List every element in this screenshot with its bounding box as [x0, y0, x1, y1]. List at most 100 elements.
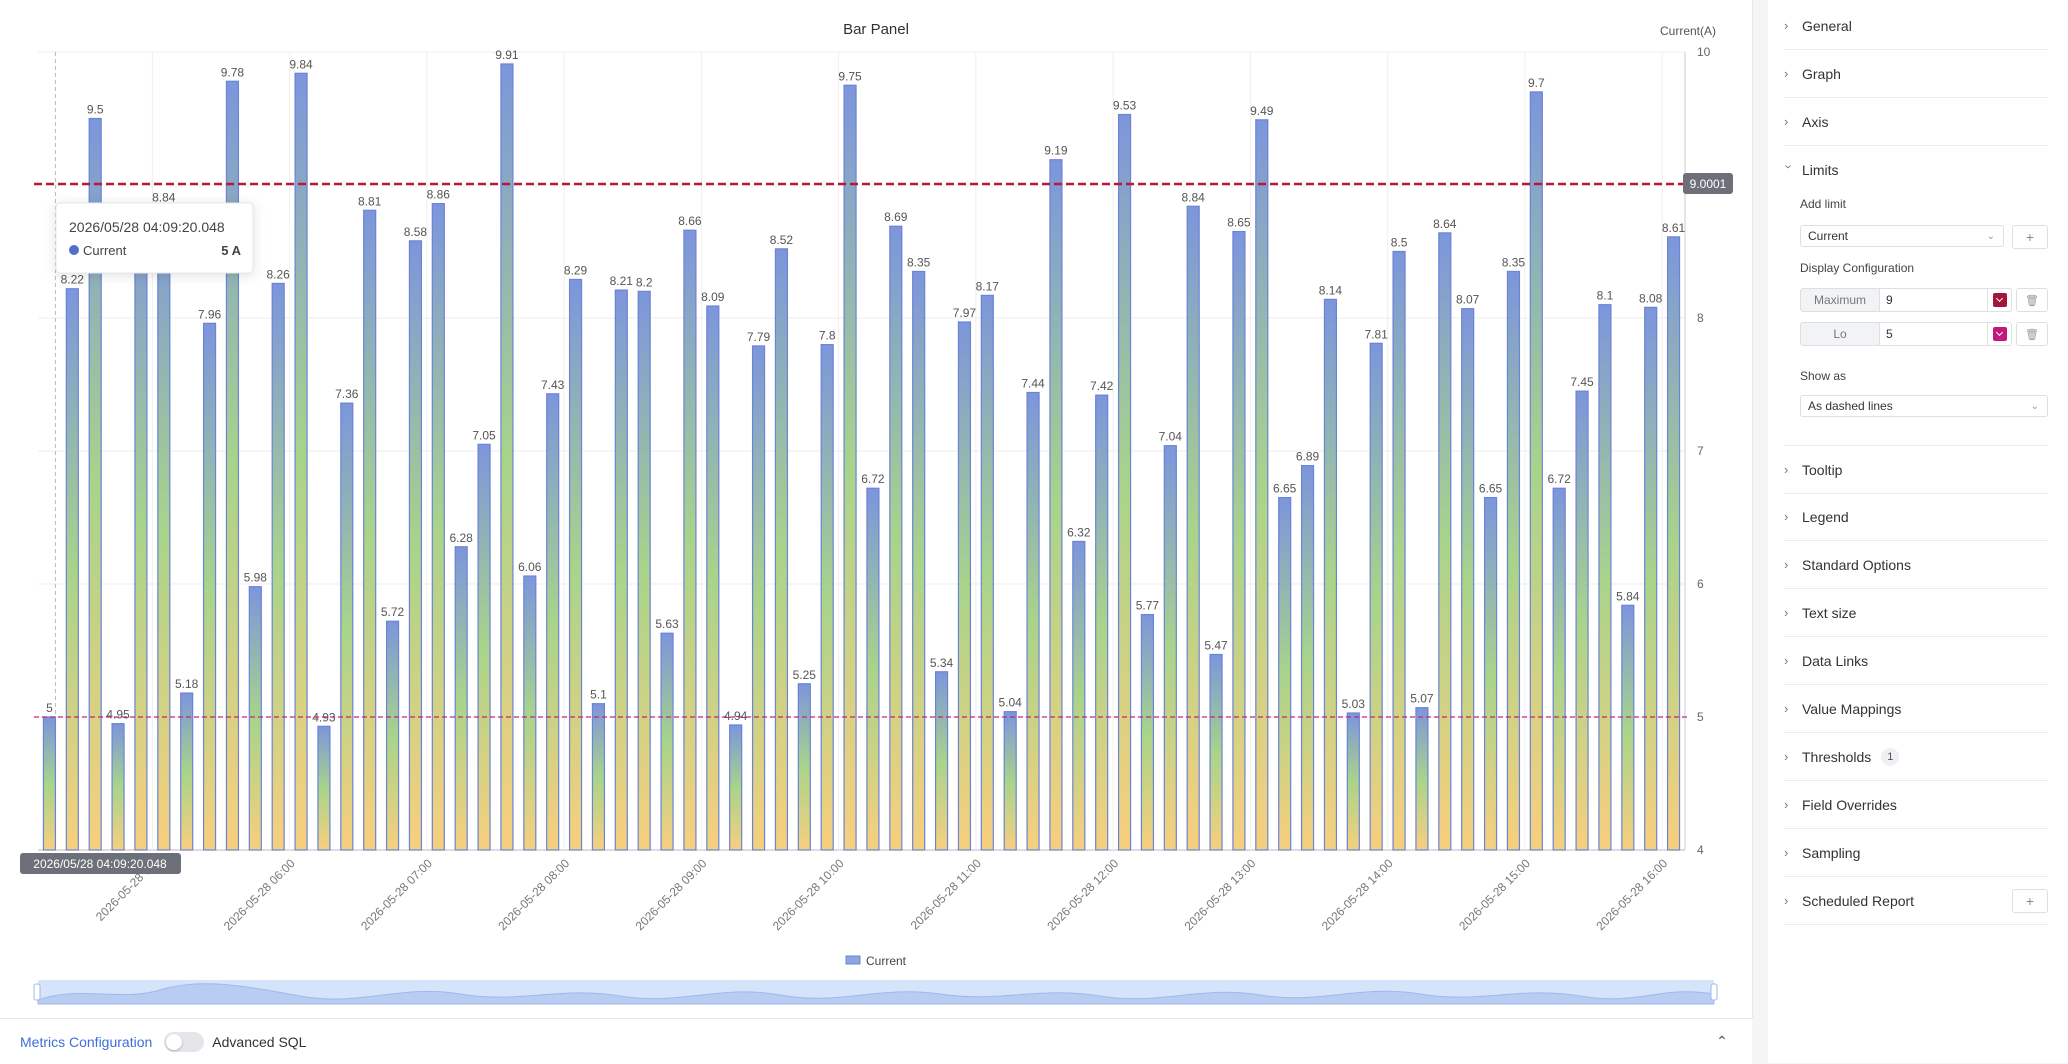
- limit-color-maximum[interactable]: [1988, 288, 2012, 312]
- bar[interactable]: [1186, 205, 1200, 851]
- add-limit-button[interactable]: +: [2012, 225, 2048, 249]
- bar[interactable]: [568, 278, 583, 851]
- bar[interactable]: [912, 270, 926, 851]
- bar[interactable]: [454, 546, 468, 851]
- bar[interactable]: [1483, 496, 1498, 851]
- limit-value-lo[interactable]: 5: [1880, 322, 1988, 346]
- section-value-mappings[interactable]: › Value Mappings: [1784, 685, 2048, 733]
- bar[interactable]: [225, 80, 240, 851]
- bar[interactable]: [88, 117, 102, 851]
- section-legend[interactable]: › Legend: [1784, 493, 2048, 541]
- bar[interactable]: [1049, 159, 1063, 851]
- bar[interactable]: [1300, 465, 1315, 851]
- section-field-overrides[interactable]: › Field Overrides: [1784, 781, 2048, 829]
- bar[interactable]: [546, 393, 560, 851]
- data-zoom-handle-right[interactable]: [1710, 983, 1718, 1001]
- bar[interactable]: [202, 322, 217, 851]
- bar[interactable]: [683, 229, 697, 851]
- delete-limit-lo[interactable]: 🗑: [2016, 322, 2048, 346]
- limit-name-lo[interactable]: Lo: [1800, 322, 1880, 346]
- bar[interactable]: [1552, 487, 1566, 851]
- bar[interactable]: [180, 692, 194, 851]
- bar[interactable]: [1598, 304, 1612, 851]
- add-limit-select[interactable]: Current ⌄: [1800, 225, 2004, 247]
- section-sampling[interactable]: › Sampling: [1784, 829, 2048, 877]
- metrics-configuration-link[interactable]: Metrics Configuration: [20, 1033, 153, 1050]
- bar[interactable]: [1255, 119, 1269, 851]
- legend[interactable]: Current: [845, 954, 907, 968]
- bar[interactable]: [957, 321, 972, 851]
- section-scheduled-report[interactable]: › Scheduled Report +: [1784, 877, 2048, 925]
- section-standard-options[interactable]: › Standard Options: [1784, 541, 2048, 589]
- bar[interactable]: [751, 345, 766, 851]
- bar[interactable]: [1575, 390, 1589, 851]
- bar[interactable]: [111, 723, 125, 851]
- bar[interactable]: [843, 84, 857, 851]
- bar[interactable]: [1621, 604, 1635, 851]
- bar[interactable]: [271, 282, 285, 851]
- limit-value-maximum[interactable]: 9: [1880, 288, 1988, 312]
- bar[interactable]: [866, 487, 880, 851]
- bar[interactable]: [1072, 540, 1086, 851]
- bar[interactable]: [1438, 232, 1452, 851]
- bar[interactable]: [317, 725, 331, 851]
- delete-limit-maximum[interactable]: 🗑: [2016, 288, 2048, 312]
- bar[interactable]: [614, 289, 628, 851]
- bar[interactable]: [42, 716, 57, 851]
- bar[interactable]: [1346, 712, 1360, 851]
- advanced-sql-toggle[interactable]: [164, 1031, 205, 1052]
- bar[interactable]: [1415, 707, 1429, 851]
- bar[interactable]: [431, 203, 445, 851]
- bar[interactable]: [340, 402, 354, 851]
- bar[interactable]: [637, 290, 651, 851]
- bar[interactable]: [729, 724, 743, 851]
- section-thresholds[interactable]: › Thresholds 1: [1784, 733, 2048, 781]
- bar[interactable]: [1323, 298, 1338, 851]
- bar[interactable]: [774, 248, 789, 851]
- bar[interactable]: [157, 205, 171, 851]
- bar[interactable]: [1140, 613, 1155, 851]
- bar[interactable]: [408, 240, 423, 851]
- bar[interactable]: [523, 575, 537, 851]
- bar[interactable]: [1369, 342, 1383, 851]
- data-zoom-slider[interactable]: [33, 980, 1718, 1005]
- bar[interactable]: [797, 683, 811, 851]
- bar[interactable]: [980, 294, 994, 851]
- section-axis[interactable]: › Axis: [1784, 98, 2048, 146]
- bar[interactable]: [934, 671, 949, 851]
- bar[interactable]: [660, 632, 674, 851]
- bar[interactable]: [1003, 711, 1017, 851]
- bar[interactable]: [385, 620, 400, 851]
- section-general[interactable]: › General: [1784, 2, 2048, 50]
- add-scheduled-report-button[interactable]: +: [2012, 889, 2048, 913]
- section-graph[interactable]: › Graph: [1784, 50, 2048, 98]
- bar[interactable]: [820, 344, 834, 851]
- bar[interactable]: [1644, 306, 1658, 851]
- collapse-panel-button[interactable]: ⌃: [1712, 1031, 1732, 1051]
- bar[interactable]: [1529, 91, 1543, 851]
- bars[interactable]: 5 8.22 9.5 4.95 8.84 5.18 7.96 9.78 5.98 8.26 9.84…: [42, 48, 1686, 851]
- bar[interactable]: [1461, 308, 1475, 851]
- bar[interactable]: [134, 205, 148, 851]
- show-as-select[interactable]: As dashed lines ⌄: [1800, 395, 2048, 417]
- bar[interactable]: [1232, 230, 1246, 851]
- bar[interactable]: [363, 209, 377, 851]
- bar[interactable]: [1095, 394, 1109, 851]
- section-limits[interactable]: › Limits: [1782, 146, 2048, 193]
- section-data-links[interactable]: › Data Links: [1784, 637, 2048, 685]
- bar[interactable]: [1117, 113, 1132, 851]
- limit-name-maximum[interactable]: Maximum: [1800, 288, 1880, 312]
- bar[interactable]: [477, 443, 491, 851]
- bar[interactable]: [248, 586, 262, 851]
- bar[interactable]: [889, 225, 903, 851]
- bar[interactable]: [1163, 445, 1177, 851]
- bar[interactable]: [65, 288, 79, 851]
- section-tooltip[interactable]: › Tooltip: [1784, 445, 2048, 494]
- bar[interactable]: [1392, 250, 1406, 851]
- section-text-size[interactable]: › Text size: [1784, 589, 2048, 637]
- bar[interactable]: [1666, 236, 1681, 851]
- bar[interactable]: [1026, 391, 1040, 851]
- bar[interactable]: [591, 703, 606, 851]
- bar-chart[interactable]: Bar Panel Current(A) 10987654 58.229.54.…: [0, 0, 1752, 1018]
- bar[interactable]: [500, 63, 514, 851]
